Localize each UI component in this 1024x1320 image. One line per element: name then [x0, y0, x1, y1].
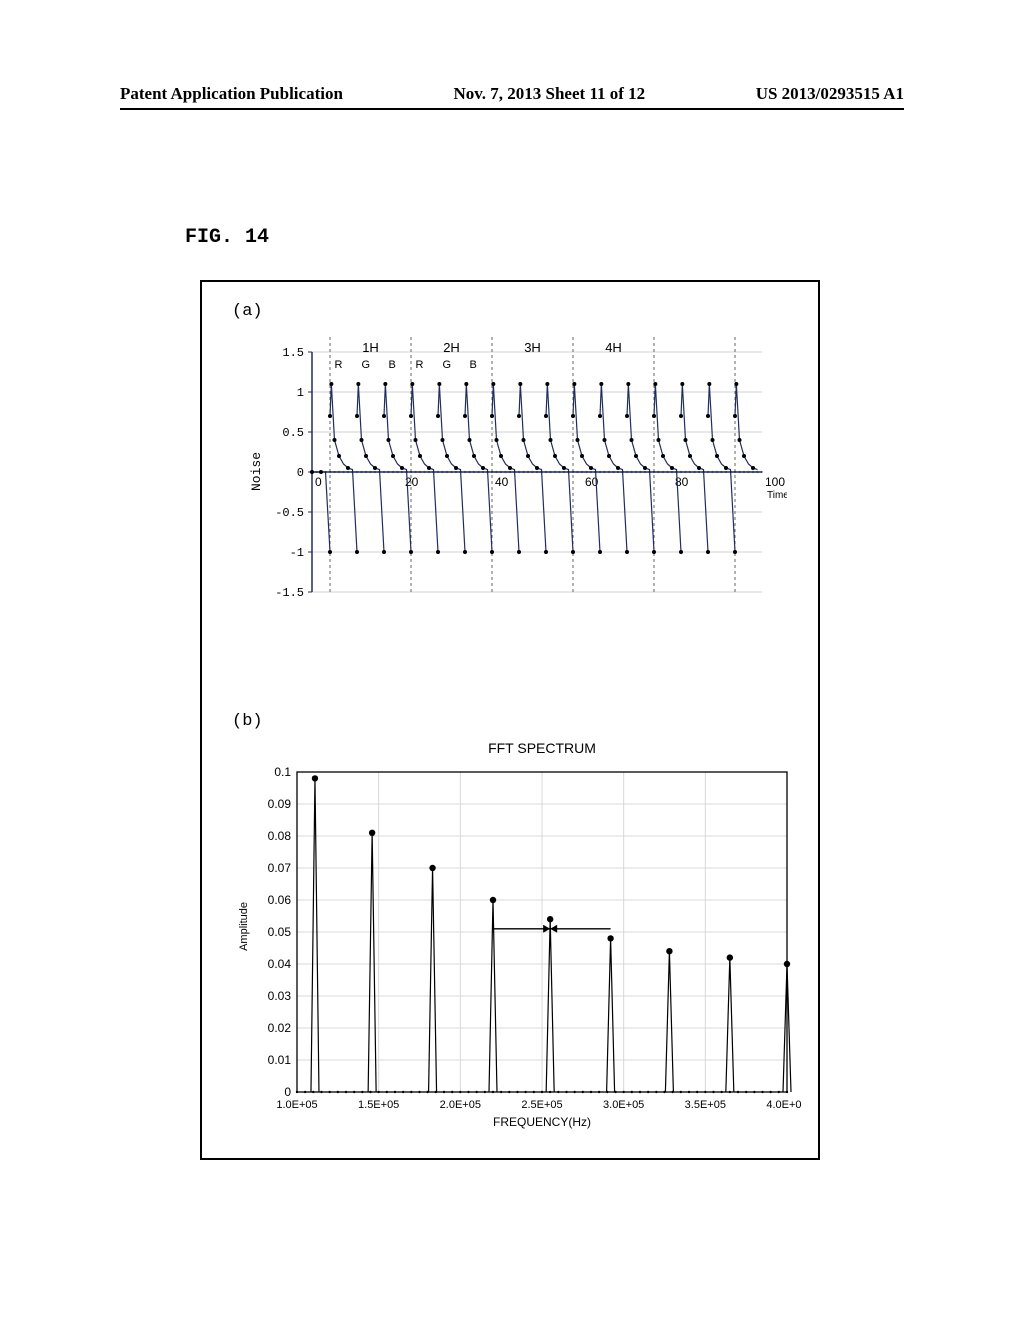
chart-b-ytick: 0.04	[268, 957, 292, 971]
chart-a-rgb-label: R	[335, 359, 343, 371]
chart-a-xlabel: Time [us]	[767, 490, 787, 501]
chart-a-period-label: 3H	[524, 340, 541, 355]
chart-a-xtick: 100	[765, 475, 785, 489]
chart-a: 1.510.50-0.5-1-1.5020406080100Time [us]1…	[267, 332, 787, 622]
chart-a-svg: 1.510.50-0.5-1-1.5020406080100Time [us]1…	[267, 332, 787, 622]
chart-a-rgb-label: G	[362, 359, 371, 371]
chart-b-ytick: 0.05	[268, 925, 292, 939]
header-right: US 2013/0293515 A1	[756, 84, 904, 104]
chart-b-ytick: 0.07	[268, 861, 292, 875]
chart-a-ytick: 1.5	[282, 346, 304, 360]
chart-b-ytick: 0.03	[268, 989, 292, 1003]
chart-a-ytick: 0	[297, 466, 304, 480]
chart-a-ytick: -0.5	[275, 506, 304, 520]
chart-a-rgb-label: R	[416, 359, 424, 371]
chart-b-ytick: 0.06	[268, 893, 292, 907]
header-left: Patent Application Publication	[120, 84, 343, 104]
page-header: Patent Application Publication Nov. 7, 2…	[120, 84, 904, 110]
chart-a-rgb-label: G	[443, 359, 452, 371]
chart-b-ytick: 0	[284, 1085, 291, 1099]
chart-a-period-label: 2H	[443, 340, 460, 355]
chart-b-ytick: 0.09	[268, 797, 292, 811]
chart-b-ytick: 0.1	[274, 765, 291, 779]
chart-a-ytick: -1.5	[275, 586, 304, 600]
chart-a-ylabel: Noise	[249, 452, 264, 491]
chart-a-ytick: 0.5	[282, 426, 304, 440]
chart-b-xtick: 4.0E+05	[766, 1099, 802, 1111]
chart-b-ytick: 0.01	[268, 1053, 292, 1067]
chart-a-period-label: 1H	[362, 340, 379, 355]
chart-b-ytick: 0.08	[268, 829, 292, 843]
chart-b-xtick: 2.0E+05	[440, 1099, 481, 1111]
chart-a-ytick: -1	[290, 546, 304, 560]
chart-b-xtick: 3.5E+05	[685, 1099, 726, 1111]
chart-a-period-label: 4H	[605, 340, 622, 355]
chart-b: FFT SPECTRUM 0.1 0.09 0.08 0.07 0.06 0.05 0.04 0…	[242, 737, 802, 1137]
chart-b-ytick: 0.02	[268, 1021, 292, 1035]
chart-b-xlabel: FREQUENCY(Hz)	[493, 1115, 591, 1129]
chart-a-xtick: 40	[495, 475, 509, 489]
chart-a-ytick: 1	[297, 386, 304, 400]
chart-b-xtick: 3.0E+05	[603, 1099, 644, 1111]
panel-b-label: (b)	[232, 712, 263, 731]
chart-b-xtick: 1.5E+05	[358, 1099, 399, 1111]
chart-b-xtick: 1.0E+05	[276, 1099, 317, 1111]
panel-a-label: (a)	[232, 302, 263, 321]
chart-b-xtick: 2.5E+05	[521, 1099, 562, 1111]
chart-b-ylabel: Amplitude	[238, 902, 250, 951]
chart-b-svg: FFT SPECTRUM 0.1 0.09 0.08 0.07 0.06 0.05 0.04 0…	[242, 737, 802, 1137]
header-center: Nov. 7, 2013 Sheet 11 of 12	[453, 84, 645, 104]
figure-box: (a) 1.510.50-0.5-1-1.5020406080100Time […	[200, 280, 820, 1160]
chart-a-xtick: 0	[315, 475, 322, 489]
chart-b-title: FFT SPECTRUM	[488, 740, 596, 756]
chart-a-rgb-label: B	[470, 359, 477, 371]
chart-a-rgb-label: B	[389, 359, 396, 371]
figure-label: FIG. 14	[185, 226, 269, 249]
